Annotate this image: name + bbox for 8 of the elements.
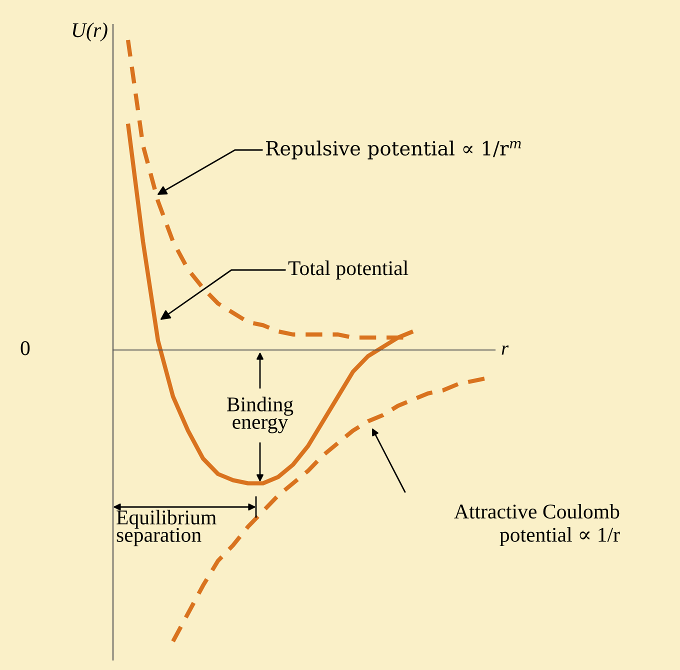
annotation: Attractive Coulomb potential ∝ 1/r (454, 504, 620, 546)
annotation: Equilibrium separation (116, 510, 216, 546)
x-axis-title: r (502, 346, 509, 355)
y-axis-title: U(r) (72, 22, 108, 42)
annotation: Repulsive potential ∝ 1/r$^{m}$ (266, 140, 521, 160)
annotation: Total potential (288, 260, 408, 280)
text: 0 (20, 341, 30, 356)
annotation: Binding energy (227, 396, 294, 434)
